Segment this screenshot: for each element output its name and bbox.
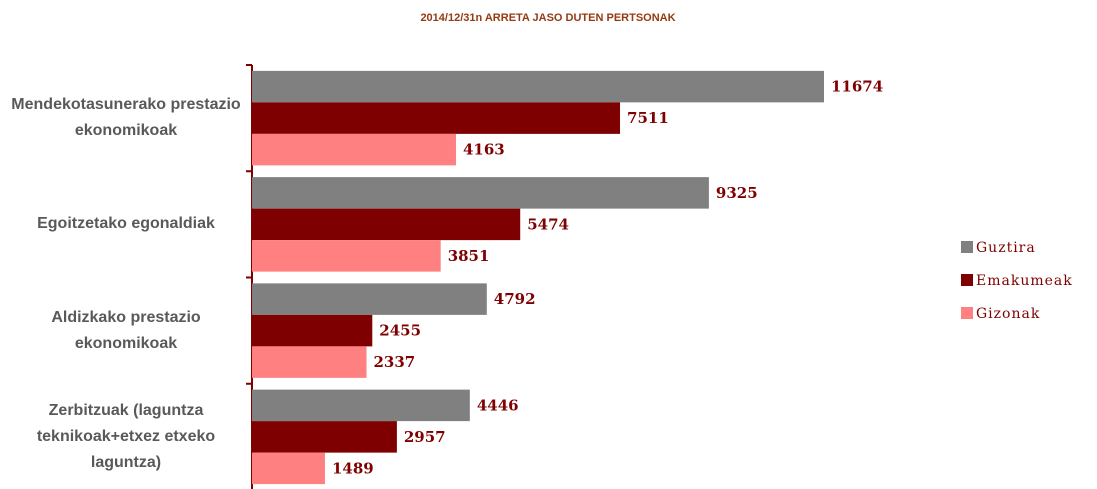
- data-label: 4446: [477, 396, 519, 414]
- bar: [252, 389, 470, 422]
- data-label: 2455: [379, 322, 421, 340]
- data-label: 9325: [716, 184, 758, 202]
- chart-title: 2014/12/31n ARRETA JASO DUTEN PERTSONAK: [420, 12, 675, 24]
- legend-swatch: [961, 241, 973, 253]
- legend-swatch: [961, 307, 973, 319]
- bar: [252, 102, 621, 134]
- bar: [252, 70, 824, 103]
- bar: [252, 283, 487, 315]
- data-label: 2337: [374, 353, 416, 371]
- y-tick-label: Zerbitzuak (laguntza teknikoak+etxez etx…: [36, 401, 216, 471]
- data-label: 3851: [448, 247, 490, 265]
- legend-swatch: [961, 274, 973, 286]
- bar: [252, 314, 373, 347]
- data-label: 4163: [463, 141, 505, 159]
- bar: [252, 208, 521, 241]
- data-label: 11674: [831, 78, 883, 96]
- legend-label: Gizonak: [976, 306, 1040, 322]
- data-label: 2957: [404, 428, 446, 446]
- legend-label: Emakumeak: [976, 273, 1073, 289]
- data-label: 7511: [627, 109, 669, 127]
- bar: [252, 177, 709, 209]
- bar: [252, 133, 456, 166]
- bar: [252, 240, 441, 272]
- data-label: 5474: [527, 215, 569, 233]
- legend-label: Guztira: [976, 240, 1036, 256]
- bar: [252, 421, 397, 453]
- y-tick-label: Aldizkako prestazio ekonomikoak: [51, 308, 201, 352]
- y-tick-label: Egoitzetako egonaldiak: [37, 215, 215, 233]
- bar: [252, 452, 325, 485]
- data-label: 4792: [494, 290, 536, 308]
- y-tick-label: Mendekotasunerako prestazio ekonomikoak: [11, 96, 241, 140]
- bar: [252, 346, 367, 378]
- data-label: 1489: [332, 459, 374, 477]
